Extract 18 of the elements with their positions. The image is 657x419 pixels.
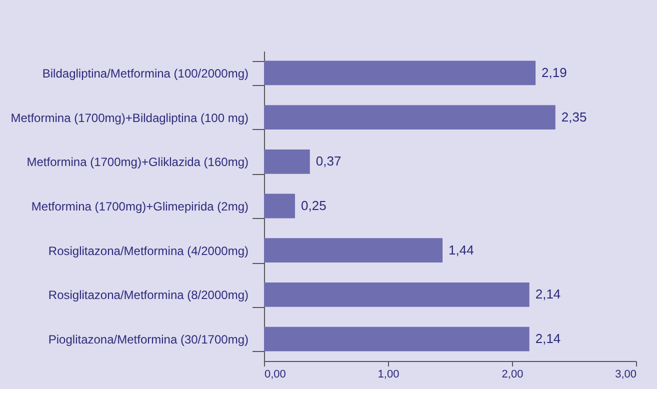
y-tick-label: Rosiglitazona/Metformina (8/2000mg) [48, 288, 248, 302]
data-label: 1,44 [448, 242, 474, 258]
data-label: 0,37 [316, 154, 342, 169]
x-tick-label: 2,00 [502, 368, 524, 380]
y-tick-label: Metformina (1700mg)+Gliklazida (160mg) [26, 155, 248, 170]
data-label: 0,25 [301, 198, 326, 213]
data-label: 2,19 [542, 64, 567, 80]
y-tick-label: Rosiglitazona/Metformina (4/2000mg) [48, 244, 248, 258]
y-tick-label: Pioglitazona/Metformina (30/1700mg) [48, 332, 248, 347]
y-tick-label: Metformina (1700mg)+Glimepirida (2mg) [31, 200, 248, 214]
x-tick-label: 0,00 [264, 368, 286, 380]
data-label: 2,14 [535, 331, 561, 346]
x-tick-label: 1,00 [378, 368, 400, 380]
data-label: 2,14 [535, 286, 561, 302]
x-tick-label: 3,00 [615, 368, 636, 380]
data-label: 2,35 [561, 109, 587, 124]
y-tick-label: Metformina (1700mg)+Bildagliptina (100 mg) [10, 110, 248, 125]
y-tick-label: Bildagliptina/Metformina (100/2000mg) [42, 66, 249, 80]
